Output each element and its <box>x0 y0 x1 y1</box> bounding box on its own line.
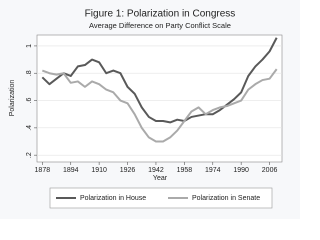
legend-label: Polarization in House <box>80 195 146 202</box>
x-tick-label: 1990 <box>233 167 249 174</box>
y-tick-label: 1 <box>26 44 33 48</box>
x-tick-label: 1974 <box>205 167 221 174</box>
y-tick-label: .8 <box>26 70 33 76</box>
x-tick-label: 2006 <box>262 167 278 174</box>
y-tick-label: .6 <box>26 98 33 104</box>
x-tick-label: 1910 <box>91 167 107 174</box>
series-line <box>41 37 278 124</box>
chart: Figure 1: Polarization in Congress Avera… <box>8 8 283 209</box>
y-tick-label: .2 <box>26 152 33 158</box>
x-tick-label: 1878 <box>35 167 51 174</box>
x-tick-label: 1958 <box>177 167 193 174</box>
x-tick-label: 1894 <box>63 167 79 174</box>
x-axis-label: Year <box>153 175 168 182</box>
x-tick-label: 1926 <box>120 167 136 174</box>
chart-title: Figure 1: Polarization in Congress <box>85 9 236 20</box>
series-line <box>41 68 278 143</box>
chart-subtitle: Average Difference on Party Conflict Sca… <box>89 21 231 30</box>
y-axis-label: Polarization <box>9 80 16 117</box>
legend-label: Polarization in Senate <box>192 195 260 202</box>
x-tick-label: 1942 <box>148 167 164 174</box>
y-tick-label: .4 <box>26 125 33 131</box>
legend-box <box>49 187 273 209</box>
plot-area <box>36 34 283 163</box>
